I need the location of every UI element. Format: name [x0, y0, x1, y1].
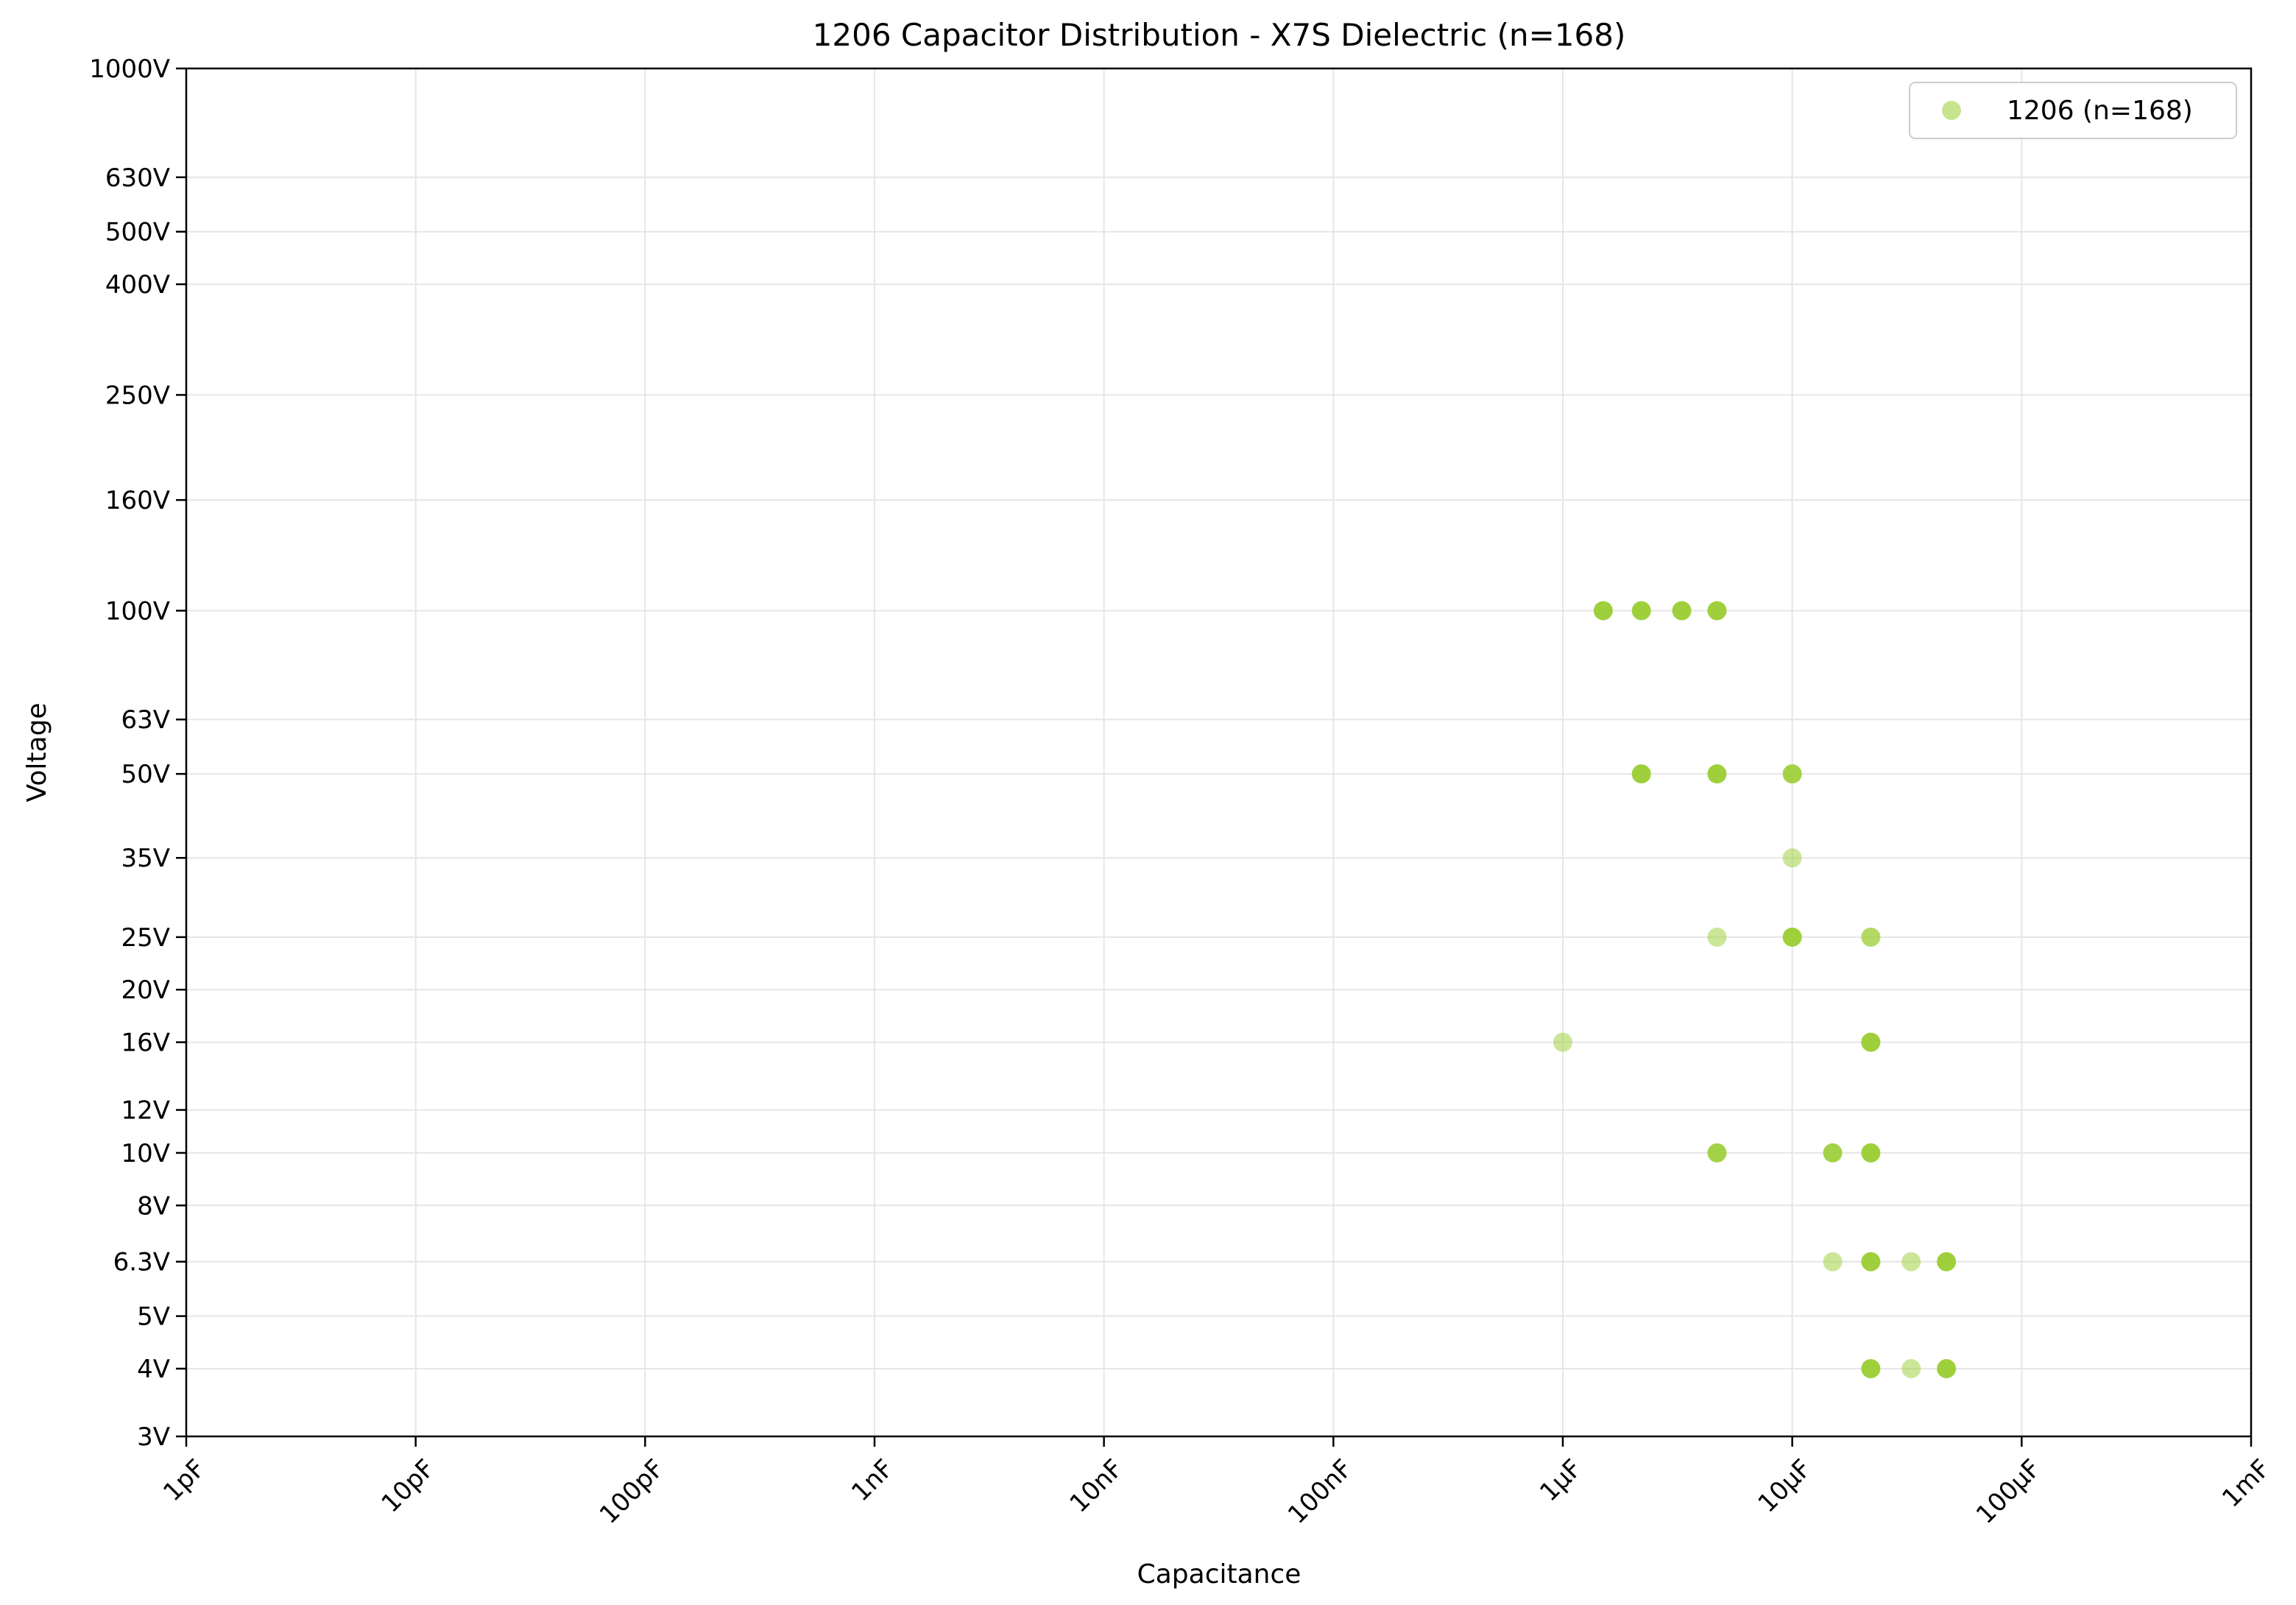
- data-point: [1707, 601, 1727, 621]
- y-tick-label: 50V: [121, 760, 170, 789]
- data-point: [1782, 764, 1802, 784]
- data-point: [1823, 1252, 1843, 1271]
- plot-frame: [185, 67, 2253, 1438]
- y-tick-label: 5V: [137, 1302, 170, 1332]
- data-point: [1937, 1358, 1957, 1378]
- y-axis-title: Voltage: [22, 702, 52, 802]
- legend-label: 1206 (n=168): [2007, 96, 2193, 126]
- data-point: [1823, 1143, 1843, 1163]
- data-point: [1782, 927, 1802, 947]
- data-point: [1901, 1358, 1921, 1378]
- data-point: [1707, 927, 1727, 947]
- data-point: [1707, 1143, 1727, 1163]
- y-tick-label: 63V: [121, 705, 170, 735]
- data-point: [1672, 601, 1692, 621]
- y-tick-label: 630V: [105, 163, 170, 193]
- data-points: [1553, 601, 1957, 1378]
- legend-marker: [1942, 101, 1961, 120]
- data-point: [1861, 1358, 1881, 1378]
- data-point: [1782, 848, 1802, 868]
- data-point: [1593, 601, 1613, 621]
- data-point: [1707, 764, 1727, 784]
- y-tick-label: 10V: [121, 1139, 170, 1168]
- legend-box: [1909, 82, 2237, 139]
- data-point: [1861, 927, 1881, 947]
- y-tick-label: 25V: [121, 923, 170, 953]
- data-point: [1861, 1252, 1881, 1271]
- y-tick-label: 8V: [137, 1191, 170, 1221]
- y-tick-label: 3V: [137, 1422, 170, 1452]
- y-tick-label: 160V: [105, 486, 170, 515]
- y-tick-label: 12V: [121, 1096, 170, 1126]
- y-tick-label: 500V: [105, 218, 170, 247]
- data-point: [1861, 1032, 1881, 1052]
- y-tick-label: 4V: [137, 1355, 170, 1384]
- y-tick-label: 400V: [105, 270, 170, 300]
- y-axis-ticks: 3V 4V 5V 6.3V 8V 10V 12V 16V 20V 25V 35V 50V 63V 100V…: [89, 54, 186, 1452]
- y-tick-label: 6.3V: [113, 1248, 170, 1277]
- y-tick-label: 35V: [121, 844, 170, 873]
- y-tick-label: 16V: [121, 1029, 170, 1058]
- data-point: [1631, 764, 1651, 784]
- data-point: [1901, 1252, 1921, 1271]
- data-point: [1631, 601, 1651, 621]
- data-point: [1553, 1032, 1572, 1052]
- legend: 1206 (n=168): [1909, 82, 2237, 139]
- data-point: [1937, 1252, 1957, 1271]
- x-axis-title: Capacitance: [1137, 1559, 1301, 1590]
- y-tick-label: 250V: [105, 381, 170, 410]
- data-point: [1861, 1143, 1881, 1163]
- chart-title: 1206 Capacitor Distribution - X7S Dielec…: [813, 17, 1626, 53]
- y-tick-label: 100V: [105, 596, 170, 626]
- y-tick-label: 1000V: [89, 54, 170, 84]
- y-tick-label: 20V: [121, 976, 170, 1005]
